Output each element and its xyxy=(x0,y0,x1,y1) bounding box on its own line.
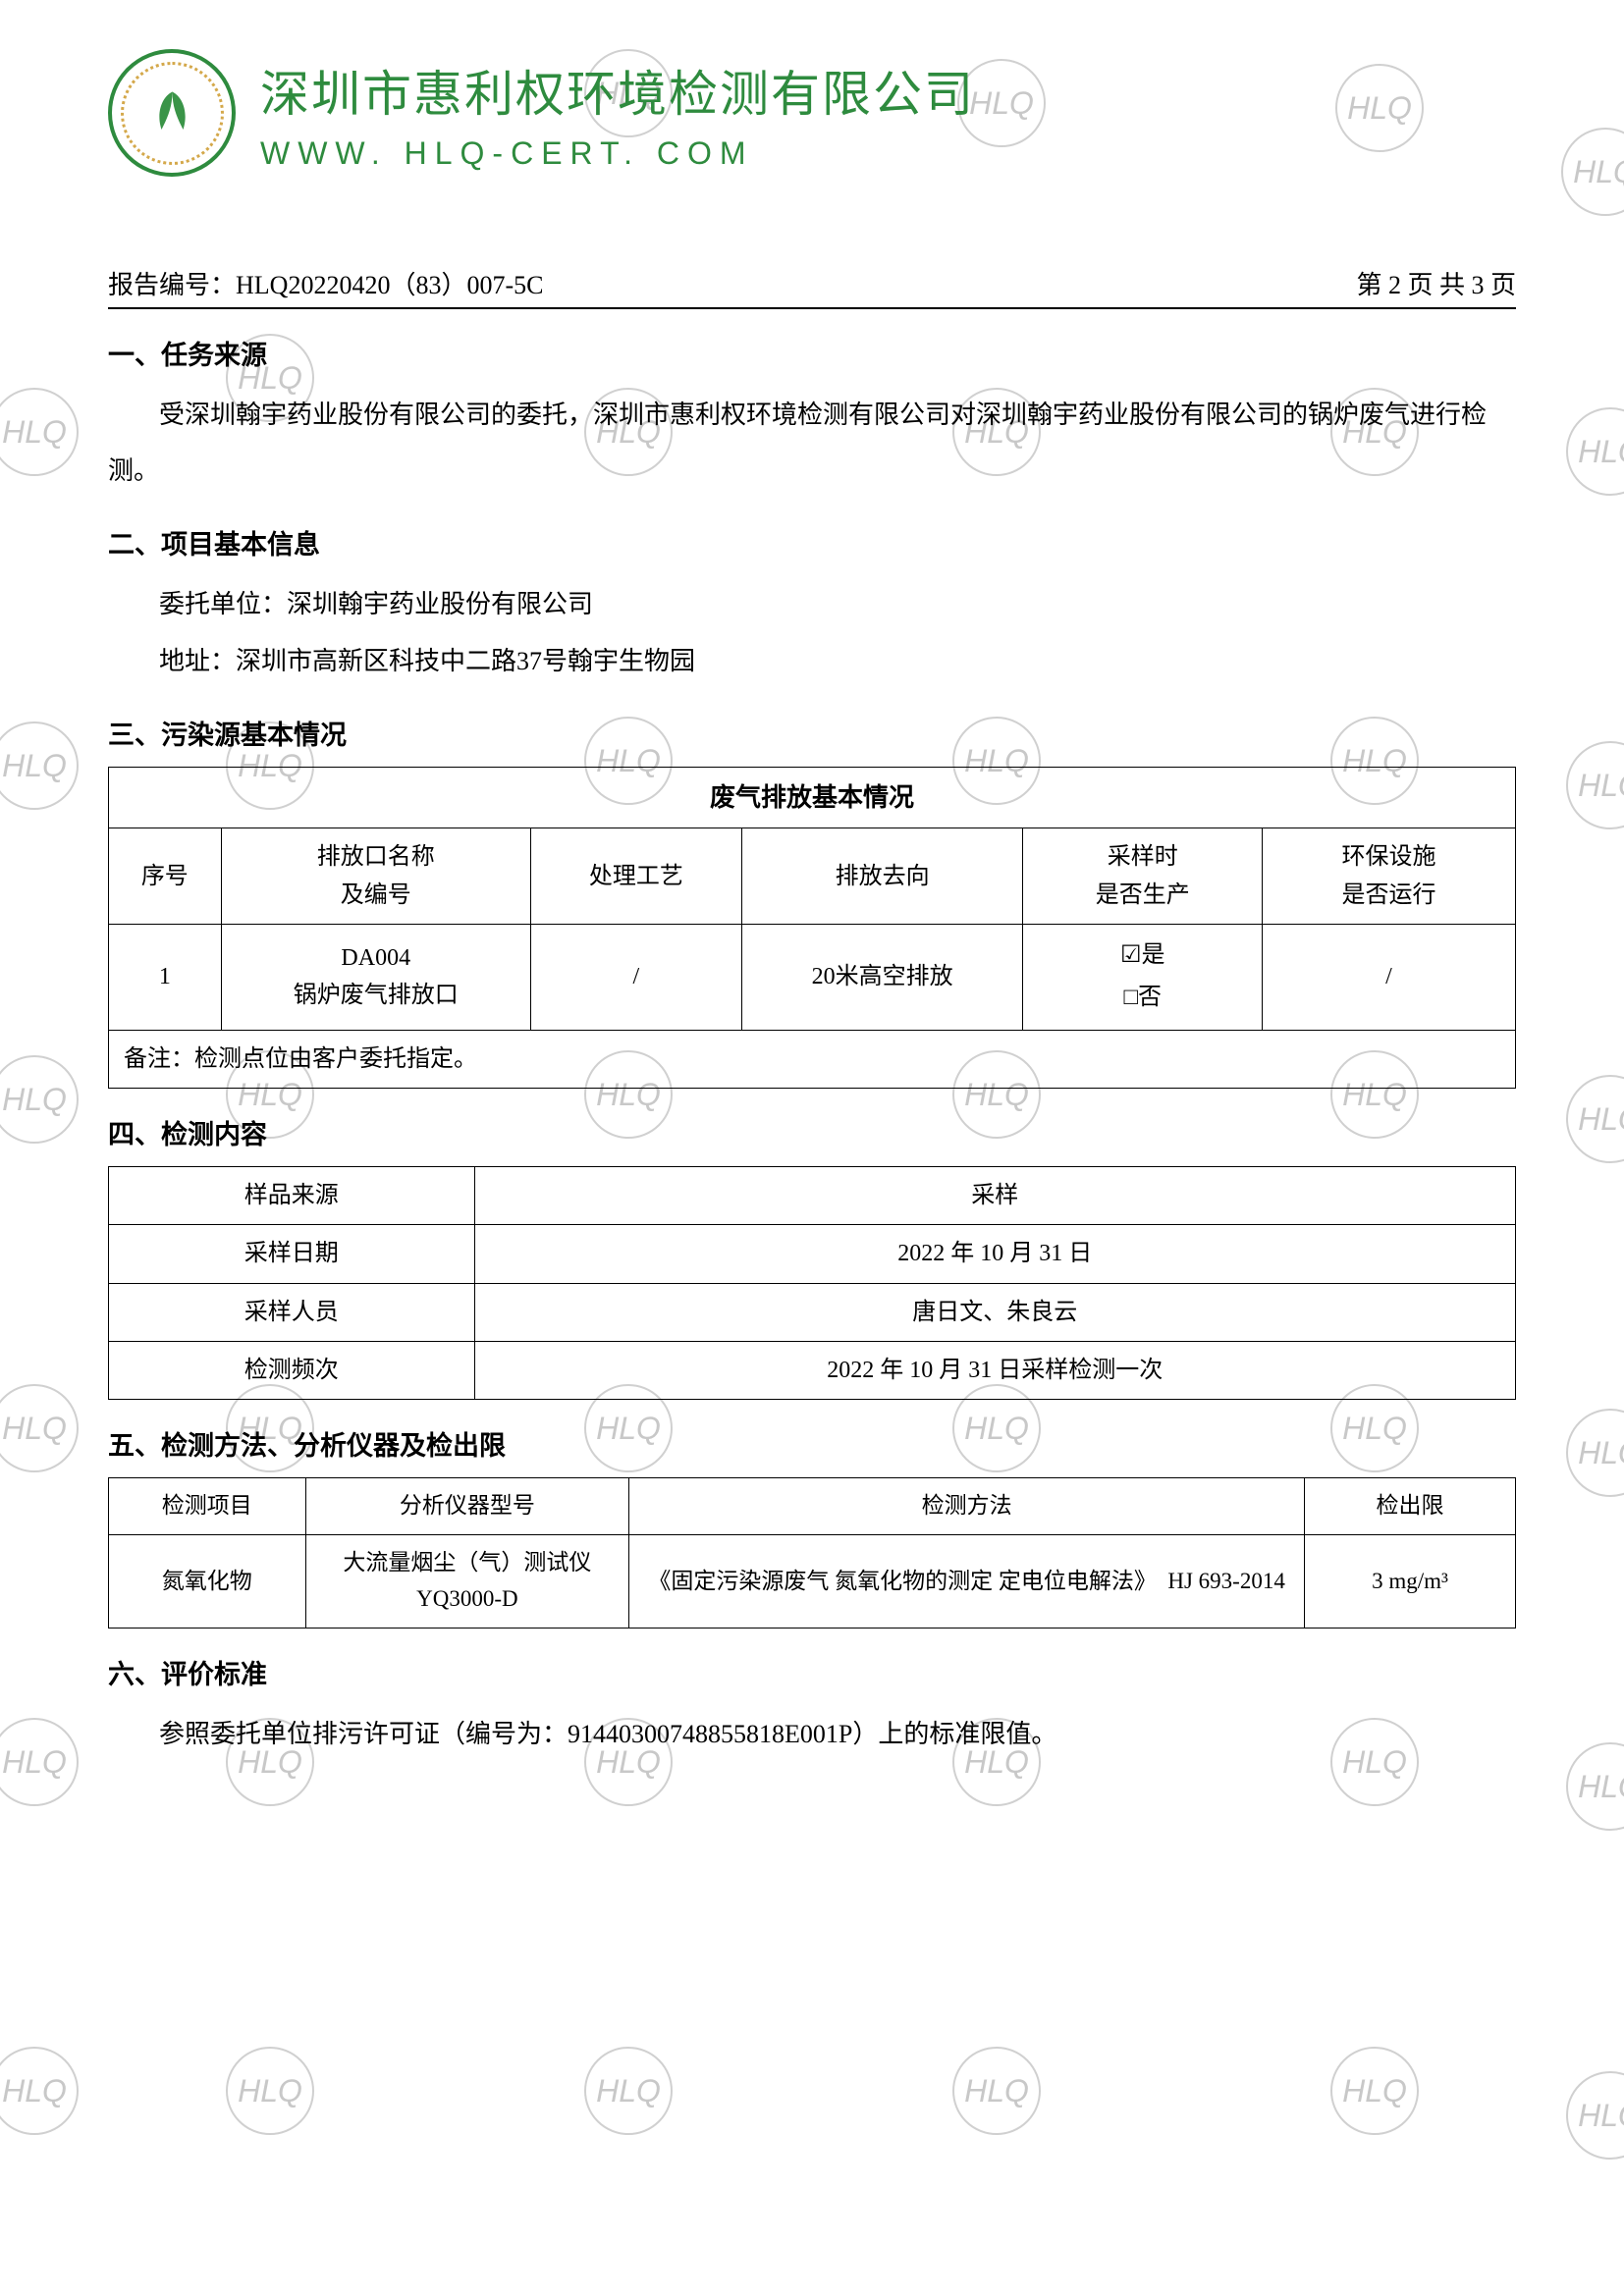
section-4-title: 四、检测内容 xyxy=(108,1113,1516,1151)
watermark-icon: HLQ xyxy=(0,721,79,810)
col-instrument: 分析仪器型号 xyxy=(305,1478,629,1535)
client-line: 委托单位：深圳翰宇药业股份有限公司 xyxy=(108,576,1516,632)
watermark-icon: HLQ xyxy=(226,2047,314,2135)
col-test-item: 检测项目 xyxy=(109,1478,306,1535)
col-sampling-prod: 采样时 是否生产 xyxy=(1023,828,1263,925)
method-table: 检测项目 分析仪器型号 检测方法 检出限 氮氧化物 大流量烟尘（气）测试仪 YQ… xyxy=(108,1477,1516,1628)
col-method: 检测方法 xyxy=(629,1478,1305,1535)
section-5-title: 五、检测方法、分析仪器及检出限 xyxy=(108,1424,1516,1463)
emission-table-title: 废气排放基本情况 xyxy=(109,767,1516,828)
col-outlet: 排放口名称 及编号 xyxy=(221,828,530,925)
watermark-icon: HLQ xyxy=(1566,741,1624,829)
section-3-title: 三、污染源基本情况 xyxy=(108,714,1516,752)
report-number-label: 报告编号： xyxy=(108,271,236,299)
page-header: 深圳市惠利权环境检测有限公司 WWW. HLQ-CERT. COM xyxy=(108,49,1516,177)
company-name-cn: 深圳市惠利权环境检测有限公司 xyxy=(260,55,1516,126)
table-row: 1 DA004 锅炉废气排放口 / 20米高空排放 ☑是 □否 / xyxy=(109,925,1516,1030)
table-row: 样品来源采样 xyxy=(109,1166,1516,1224)
watermark-icon: HLQ xyxy=(0,388,79,476)
section-1-title: 一、任务来源 xyxy=(108,334,1516,372)
leaf-icon xyxy=(145,86,199,140)
address-line: 地址：深圳市高新区科技中二路37号翰宇生物园 xyxy=(108,633,1516,689)
section-6-para: 参照委托单位排污许可证（编号为：91440300748855818E001P）上… xyxy=(108,1706,1516,1762)
section-6-title: 六、评价标准 xyxy=(108,1653,1516,1691)
company-logo xyxy=(108,49,236,177)
report-number: HLQ20220420（83）007-5C xyxy=(236,271,543,299)
watermark-icon: HLQ xyxy=(0,1718,79,1806)
watermark-icon: HLQ xyxy=(0,1384,79,1472)
watermark-icon: HLQ xyxy=(584,2047,673,2135)
watermark-icon: HLQ xyxy=(952,2047,1041,2135)
checkbox-no: □否 xyxy=(1031,977,1254,1019)
checkbox-yes: ☑是 xyxy=(1031,934,1254,977)
emission-table: 废气排放基本情况 序号 排放口名称 及编号 处理工艺 排放去向 采样时 是否生产… xyxy=(108,767,1516,1089)
col-dest: 排放去向 xyxy=(741,828,1023,925)
company-url: WWW. HLQ-CERT. COM xyxy=(260,135,1516,172)
col-process: 处理工艺 xyxy=(530,828,741,925)
table-row: 检测频次2022 年 10 月 31 日采样检测一次 xyxy=(109,1342,1516,1400)
watermark-icon: HLQ xyxy=(1566,407,1624,496)
watermark-icon: HLQ xyxy=(1566,1409,1624,1497)
table-note-row: 备注：检测点位由客户委托指定。 xyxy=(109,1030,1516,1088)
col-env-run: 环保设施 是否运行 xyxy=(1263,828,1516,925)
col-seq: 序号 xyxy=(109,828,222,925)
detection-content-table: 样品来源采样 采样日期2022 年 10 月 31 日 采样人员唐日文、朱良云 … xyxy=(108,1166,1516,1401)
col-limit: 检出限 xyxy=(1305,1478,1516,1535)
watermark-icon: HLQ xyxy=(1566,1742,1624,1831)
watermark-icon: HLQ xyxy=(1561,128,1624,216)
table-row: 采样日期2022 年 10 月 31 日 xyxy=(109,1225,1516,1283)
page-info: 第 2 页 共 3 页 xyxy=(1356,265,1516,301)
section-1-para: 受深圳翰宇药业股份有限公司的委托，深圳市惠利权环境检测有限公司对深圳翰宇药业股份… xyxy=(108,387,1516,499)
section-2-title: 二、项目基本信息 xyxy=(108,523,1516,561)
watermark-icon: HLQ xyxy=(1566,1075,1624,1163)
watermark-icon: HLQ xyxy=(1566,2071,1624,2160)
watermark-icon: HLQ xyxy=(1330,2047,1419,2135)
report-meta-bar: 报告编号：HLQ20220420（83）007-5C 第 2 页 共 3 页 xyxy=(108,265,1516,309)
table-row: 氮氧化物 大流量烟尘（气）测试仪 YQ3000-D 《固定污染源废气 氮氧化物的… xyxy=(109,1535,1516,1629)
watermark-icon: HLQ xyxy=(0,1055,79,1144)
table-row: 采样人员唐日文、朱良云 xyxy=(109,1283,1516,1341)
watermark-icon: HLQ xyxy=(0,2047,79,2135)
